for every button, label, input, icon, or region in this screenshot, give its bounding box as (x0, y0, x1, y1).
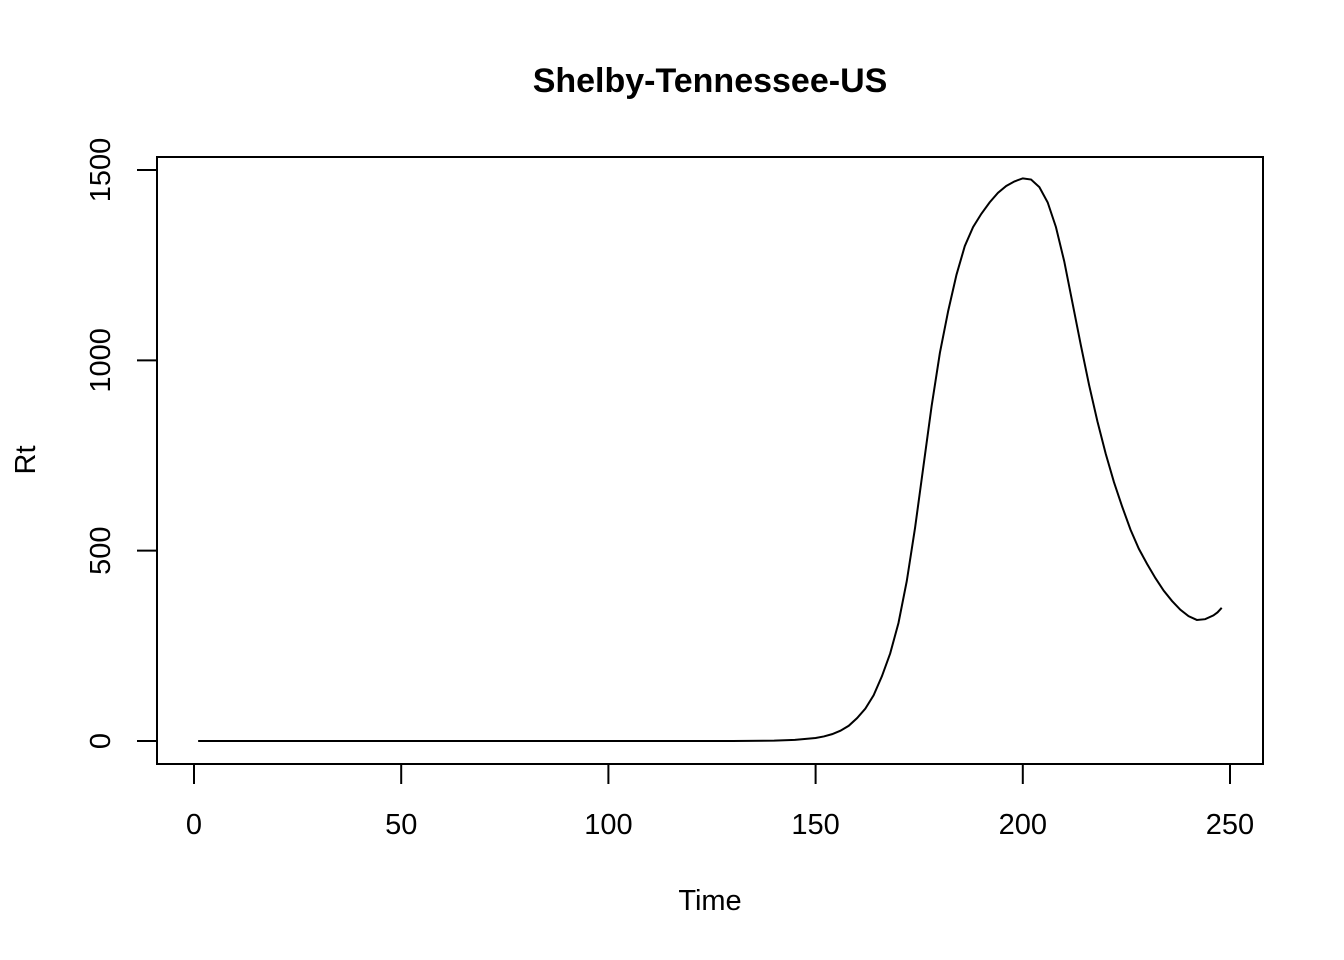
y-tick-label: 1500 (85, 138, 117, 203)
x-tick-label: 150 (791, 809, 839, 841)
x-tick-label: 200 (999, 809, 1047, 841)
series-line (198, 177, 1223, 742)
y-tick-label: 0 (85, 733, 117, 749)
x-tick-label: 0 (186, 809, 202, 841)
y-axis: 0 500 1000 1500 (85, 138, 158, 749)
x-axis: 0 50 100 150 200 250 (186, 763, 1254, 841)
y-tick-label: 500 (85, 526, 117, 574)
x-axis-label: Time (678, 885, 741, 917)
y-axis-label: Rt (10, 446, 42, 475)
plot-frame (156, 156, 1264, 765)
y-tick-label: 1000 (85, 328, 117, 393)
x-tick-label: 100 (584, 809, 632, 841)
x-tick-label: 50 (385, 809, 417, 841)
x-tick-label: 250 (1206, 809, 1254, 841)
chart-title: Shelby-Tennessee-US (533, 62, 888, 100)
